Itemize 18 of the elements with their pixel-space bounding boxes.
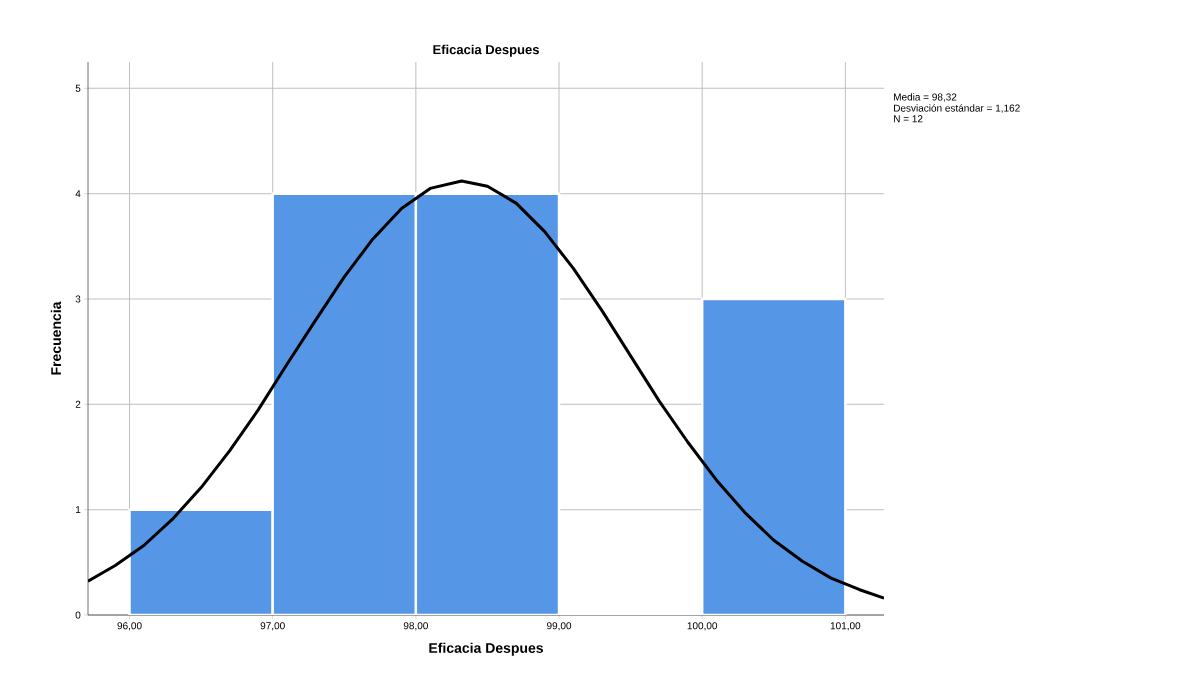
y-axis-title: Frecuencia bbox=[50, 301, 62, 375]
y-tick-label: 0 bbox=[75, 611, 81, 619]
x-tick-label: 99,00 bbox=[546, 622, 572, 631]
chart-title: Eficacia Despues bbox=[433, 44, 539, 57]
y-tick-label: 1 bbox=[76, 506, 81, 514]
text: Media = 98,32 bbox=[894, 93, 957, 102]
x-tick-label: 101,00 bbox=[830, 622, 861, 631]
y-tick-label: 5 bbox=[75, 84, 81, 92]
text: N = 12 bbox=[894, 115, 923, 123]
x-tick-label: 98,00 bbox=[403, 622, 428, 631]
y-tick-label: 4 bbox=[75, 190, 81, 198]
x-tick-label: 100,00 bbox=[687, 622, 718, 631]
x-tick-label: 96,00 bbox=[117, 622, 142, 631]
x-tick-label: 97,00 bbox=[260, 622, 285, 631]
y-tick-label: 2 bbox=[75, 400, 81, 408]
y-tick-label: 3 bbox=[75, 295, 81, 303]
text: Desviación estándar = 1,162 bbox=[894, 104, 1020, 113]
x-axis-title: Eficacia Despues bbox=[429, 642, 543, 656]
